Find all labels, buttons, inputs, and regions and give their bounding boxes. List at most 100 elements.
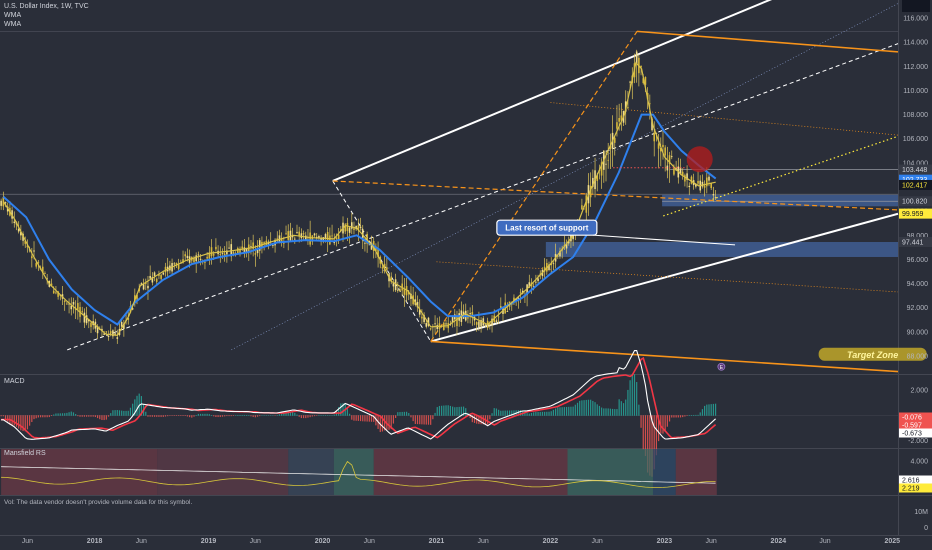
indicator-wma-fast[interactable]: WMA <box>4 12 22 19</box>
macd-histogram-bar <box>664 415 666 432</box>
candle <box>679 158 682 176</box>
candle-body <box>706 177 708 187</box>
macd-histogram-bar <box>221 415 224 417</box>
candle-body <box>364 242 366 244</box>
macd-histogram-bar <box>294 412 296 416</box>
candle <box>635 49 638 83</box>
candle-body <box>320 237 322 242</box>
candle <box>127 312 130 325</box>
candle-body <box>348 227 351 233</box>
candle-body <box>228 247 230 249</box>
time-axis-label: 2019 <box>201 538 217 545</box>
candle-body <box>204 261 206 263</box>
macd-histogram-bar <box>695 414 697 416</box>
candle-body <box>688 185 691 188</box>
macd-histogram-bar <box>592 400 594 416</box>
candle <box>495 318 498 324</box>
candle-body <box>151 277 154 283</box>
candle-body <box>519 292 522 294</box>
price-badge-label: 102.417 <box>902 182 927 189</box>
candle <box>432 324 434 338</box>
candle <box>684 173 686 187</box>
candle-body <box>618 117 620 122</box>
macd-histogram-bar <box>20 415 22 431</box>
candle <box>149 265 151 279</box>
candle-body <box>193 257 195 263</box>
macd-histogram-bar <box>524 411 526 416</box>
candle <box>359 217 362 231</box>
candle-body <box>418 309 421 315</box>
macd-histogram-bar <box>622 403 625 416</box>
macd-histogram-bar <box>627 389 629 416</box>
candle-body <box>186 255 189 259</box>
candle-body <box>635 51 638 65</box>
macd-histogram-bar <box>693 414 695 416</box>
macd-histogram-bar <box>204 413 206 416</box>
candle-body <box>370 242 373 250</box>
candle-body <box>127 317 130 320</box>
macd-histogram-bar <box>298 415 300 417</box>
rs-background-band <box>675 449 717 495</box>
candle <box>480 317 482 333</box>
time-axis-label: 2018 <box>87 538 103 545</box>
candle-body <box>535 281 537 283</box>
time-axis-label: Jun <box>819 538 830 545</box>
macd-histogram-bar <box>272 415 274 416</box>
macd-pane-label[interactable]: MACD <box>4 378 25 385</box>
candle-body <box>484 324 487 326</box>
macd-histogram-bar <box>620 401 622 416</box>
macd-histogram-bar <box>50 415 53 417</box>
macd-histogram-bar <box>302 415 305 419</box>
candle-body <box>33 250 35 252</box>
candle-body <box>337 234 340 241</box>
candle <box>326 226 329 253</box>
candle <box>399 286 401 292</box>
macd-histogram-bar <box>239 414 241 416</box>
macd-histogram-bar <box>651 415 653 477</box>
indicator-wma-slow[interactable]: WMA <box>4 21 22 28</box>
candle <box>210 239 213 265</box>
wma-fast-line <box>2 61 716 337</box>
candle-body <box>434 323 436 325</box>
macd-histogram-bar <box>561 407 563 416</box>
macd-badge <box>899 428 932 438</box>
price-axis-tick: 104.000 <box>903 160 928 167</box>
macd-histogram-bar <box>219 415 221 418</box>
candle <box>276 231 279 243</box>
price-badge <box>899 208 932 219</box>
macd-histogram-bar <box>405 411 408 416</box>
macd-histogram-bar <box>548 411 550 416</box>
candle-body <box>298 231 300 236</box>
candle-body <box>346 222 349 232</box>
macd-histogram-bar <box>224 415 226 417</box>
fork-inner-line <box>550 102 899 136</box>
candle-body <box>475 322 478 325</box>
macd-histogram-bar <box>121 410 123 416</box>
candle-body <box>31 256 33 259</box>
macd-histogram-bar <box>688 415 690 416</box>
macd-histogram-bar <box>493 408 495 416</box>
candle-body <box>20 231 22 236</box>
macd-badge-label: -0.076 <box>902 415 922 422</box>
macd-histogram-bar <box>478 415 480 425</box>
macd-histogram-bar <box>366 415 368 422</box>
macd-histogram-bar <box>35 415 37 419</box>
candle <box>613 136 616 156</box>
macd-histogram-bar <box>653 415 655 470</box>
macd-histogram-bar <box>690 415 693 416</box>
candle <box>70 297 73 316</box>
candle-body <box>112 330 114 337</box>
price-axis-tick: 88.000 <box>907 353 929 360</box>
candle <box>609 133 612 170</box>
macd-histogram-bar <box>489 415 491 420</box>
rsi-pane-label[interactable]: Mansfield RS <box>4 450 46 457</box>
macd-badge <box>899 412 932 422</box>
candle <box>217 245 219 257</box>
macd-histogram-bar <box>473 415 476 423</box>
candle-body <box>304 235 307 240</box>
candle <box>392 279 395 292</box>
macd-histogram-bar <box>29 415 31 426</box>
macd-histogram-bar <box>508 410 511 416</box>
